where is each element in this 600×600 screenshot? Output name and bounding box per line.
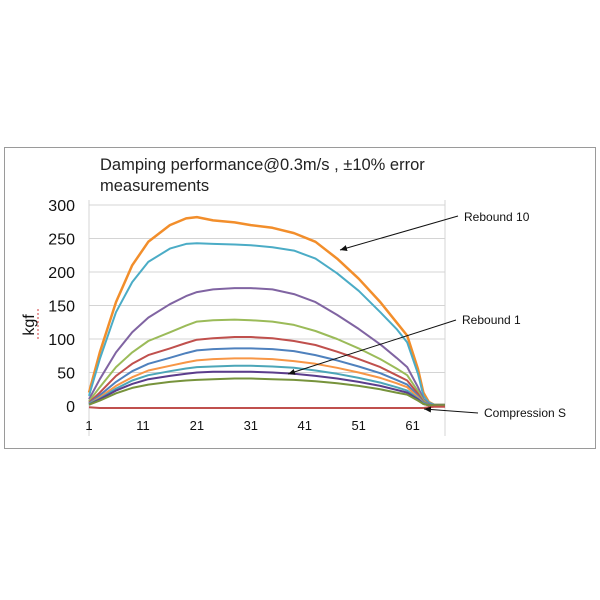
y-tick-label: 300 xyxy=(48,198,75,215)
y-tick-label: 250 xyxy=(48,232,75,249)
series-line xyxy=(88,405,445,409)
y-tick-label: 100 xyxy=(48,332,75,349)
x-tick-label: 1 xyxy=(85,418,92,433)
x-tick-label: 21 xyxy=(190,418,204,433)
chart-title: Damping performance@0.3m/s , ±10% error … xyxy=(100,156,425,195)
y-tick-label: 50 xyxy=(57,366,75,383)
annotation-arrow xyxy=(423,406,479,414)
y-tick-label: 0 xyxy=(66,399,75,416)
x-tick-label: 11 xyxy=(136,418,150,433)
annotation-label: Compression S xyxy=(484,406,566,420)
x-tick-label: 31 xyxy=(244,418,258,433)
series-line xyxy=(88,336,445,407)
x-tick-label: 41 xyxy=(298,418,312,433)
series-line xyxy=(87,215,445,406)
x-tick-label: 61 xyxy=(405,418,419,433)
y-tick-label: 200 xyxy=(48,265,75,282)
series-line xyxy=(88,377,445,407)
series-line xyxy=(88,242,445,406)
annotation-arrow xyxy=(339,215,459,251)
annotation-label: Rebound 1 xyxy=(462,313,521,327)
y-tick-label: 150 xyxy=(48,299,75,316)
y-axis-label: kgf xyxy=(21,314,38,336)
x-tick-label: 51 xyxy=(351,418,365,433)
annotation-label: Rebound 10 xyxy=(464,210,530,224)
annotation-arrow xyxy=(287,319,457,375)
series-line xyxy=(88,287,445,407)
series-line xyxy=(88,318,445,407)
